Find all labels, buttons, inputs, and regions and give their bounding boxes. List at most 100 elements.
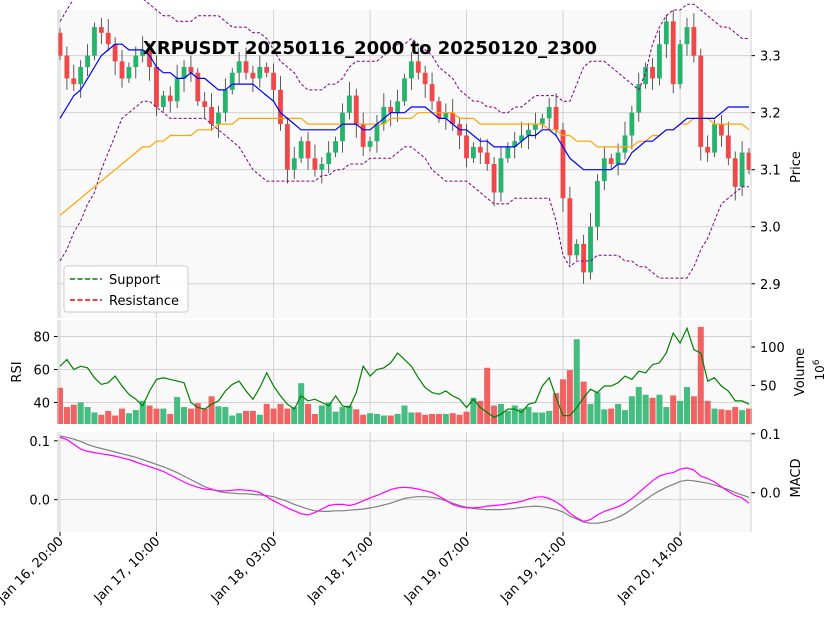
volume-bar: [298, 383, 305, 424]
candle-body: [436, 101, 442, 119]
volume-bar: [160, 408, 167, 424]
candle-body: [402, 78, 407, 102]
volume-bar: [139, 400, 146, 424]
volume-bar: [615, 403, 622, 424]
volume-bar: [745, 408, 753, 424]
candle-body: [588, 226, 593, 273]
price-axis-label: Price: [789, 151, 804, 183]
candle-body: [739, 152, 745, 187]
volume-bar: [642, 394, 649, 424]
candle-body: [202, 101, 208, 107]
volume-bar: [187, 408, 194, 424]
volume-bar: [725, 410, 732, 424]
candle-body: [663, 21, 669, 45]
volume-bar: [201, 408, 208, 424]
candle-body: [229, 72, 235, 90]
candle-body: [595, 181, 600, 227]
candle-body: [160, 95, 166, 107]
price-tick-label: 3.1: [760, 164, 781, 179]
candle-body: [519, 135, 525, 142]
volume-bar: [236, 413, 243, 424]
volume-bar: [263, 403, 270, 424]
candle-body: [408, 61, 414, 79]
volume-bar: [277, 403, 284, 424]
volume-bar: [711, 408, 718, 424]
candle-body: [319, 164, 325, 170]
volume-bar: [181, 407, 188, 424]
candle-body: [133, 55, 139, 68]
candle-body: [126, 67, 132, 79]
candle-body: [71, 78, 77, 85]
candle-body: [732, 158, 738, 187]
legend: Support Resistance: [63, 265, 189, 313]
candle-body: [222, 89, 228, 113]
volume-bar: [683, 387, 691, 424]
candle-body: [167, 95, 173, 102]
volume-bar: [491, 405, 498, 424]
candle-body: [512, 141, 518, 147]
volume-bar: [84, 407, 91, 424]
volume-bar: [573, 339, 580, 424]
volume-bar: [146, 405, 153, 424]
candle-body: [98, 27, 104, 33]
candle-body: [636, 84, 642, 113]
candle-body: [243, 61, 249, 73]
candle-body: [470, 146, 476, 159]
candle-body: [684, 27, 690, 45]
volume-bar: [367, 413, 374, 424]
candle-body: [395, 101, 401, 113]
bollinger-lower-line: [59, 100, 749, 279]
volume-bar: [649, 397, 656, 424]
candle-body: [725, 135, 731, 159]
volume-bar: [718, 409, 725, 424]
volume-bar: [628, 396, 635, 424]
volume-bar: [656, 394, 663, 424]
candle-body: [650, 67, 655, 79]
volume-bar: [449, 413, 456, 424]
candle-body: [691, 27, 697, 56]
volume-bar: [194, 403, 201, 424]
volume-bar: [504, 410, 511, 424]
volume-bar: [91, 412, 98, 424]
volume-tick-label: 50: [760, 379, 777, 394]
candle-body: [615, 152, 621, 164]
candle-body: [532, 124, 538, 130]
candle-body: [677, 44, 683, 85]
volume-exponent-base: 10: [813, 365, 827, 380]
volume-bar: [704, 400, 711, 424]
price-tick-label: 3.3: [760, 50, 781, 65]
candle-body: [381, 106, 387, 125]
candle-body: [581, 243, 587, 273]
volume-bar: [739, 410, 746, 424]
volume-bar: [394, 413, 401, 424]
volume-bar: [422, 414, 429, 424]
volume-bar: [112, 415, 119, 424]
volume-bar: [243, 410, 250, 424]
volume-bar: [456, 414, 463, 424]
candle-body: [450, 112, 456, 125]
volume-bar: [70, 404, 77, 424]
candle-body: [174, 78, 180, 102]
candle-body: [374, 124, 380, 142]
candle-body: [491, 164, 497, 193]
candle-body: [629, 112, 635, 136]
volume-bars: [56, 326, 753, 424]
volume-bar: [284, 408, 291, 424]
volume-axis-label: Volume: [793, 348, 808, 396]
candle-body: [560, 129, 566, 199]
candle-body: [236, 61, 242, 73]
candle-body: [216, 112, 221, 125]
volume-bar: [56, 387, 64, 424]
volume-bar: [125, 413, 132, 424]
candle-body: [567, 198, 573, 256]
rsi-line: [59, 326, 750, 419]
candle-body: [505, 146, 511, 159]
candle-body: [388, 106, 394, 113]
volume-bar: [325, 402, 332, 424]
candle-body: [526, 129, 531, 136]
candle-body: [698, 55, 704, 147]
candle-body: [105, 32, 111, 45]
volume-bar: [580, 381, 587, 424]
legend-support-label: Support: [109, 273, 160, 288]
candle-body: [140, 49, 146, 56]
